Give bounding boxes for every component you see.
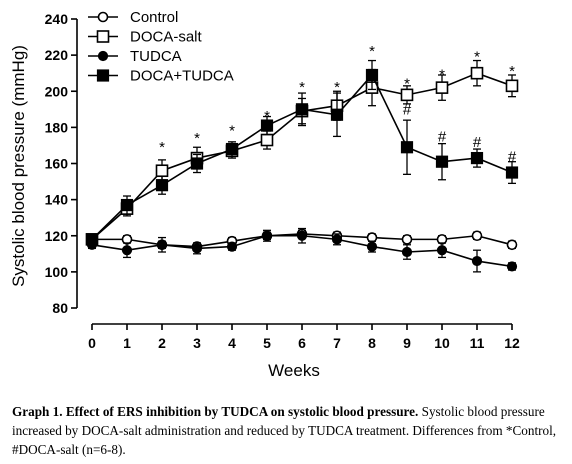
x-tick-label: 11 bbox=[470, 335, 485, 351]
x-tick-label: 1 bbox=[123, 335, 131, 351]
legend-label: DOCA-salt bbox=[130, 29, 203, 46]
series-doca-tudca bbox=[85, 59, 519, 246]
data-point bbox=[260, 133, 274, 147]
data-point bbox=[435, 81, 449, 94]
data-point bbox=[505, 79, 519, 93]
data-point bbox=[400, 141, 414, 154]
annotation-hash: # bbox=[508, 148, 517, 165]
annotation-asterisk: * bbox=[264, 108, 270, 125]
y-tick-label: 120 bbox=[45, 228, 69, 244]
data-point bbox=[260, 119, 274, 132]
y-tick-label: 180 bbox=[45, 119, 69, 135]
data-point bbox=[155, 179, 169, 192]
data-point bbox=[225, 142, 239, 156]
data-point bbox=[120, 198, 134, 212]
x-tick-label: 8 bbox=[368, 335, 376, 351]
data-point bbox=[156, 239, 168, 250]
y-tick-label: 100 bbox=[45, 264, 69, 280]
annotation-hash: # bbox=[438, 128, 447, 145]
legend-label: DOCA+TUDCA bbox=[130, 68, 234, 85]
legend-item: TUDCA bbox=[88, 48, 182, 65]
data-point bbox=[226, 241, 238, 252]
data-point bbox=[470, 66, 484, 80]
annotation-asterisk: * bbox=[369, 43, 375, 60]
annotation-asterisk: * bbox=[299, 79, 305, 96]
caption-text: Systolic blood pressure increased by DOC… bbox=[12, 404, 557, 457]
x-tick-label: 4 bbox=[228, 335, 236, 351]
data-point bbox=[191, 243, 203, 254]
x-tick-label: 5 bbox=[263, 335, 271, 351]
figure-caption: Graph 1. Effect of ERS inhibition by TUD… bbox=[12, 402, 567, 459]
data-point bbox=[366, 241, 378, 252]
significance-annotations: * * * * * * * * # * # * # * # bbox=[159, 43, 517, 165]
legend-item: Control bbox=[88, 9, 178, 26]
data-point bbox=[401, 246, 413, 258]
x-tick-label: 9 bbox=[403, 335, 411, 351]
data-point bbox=[85, 233, 99, 246]
y-axis-title: Systolic blood pressure (mmHg) bbox=[9, 45, 28, 287]
legend-marker bbox=[97, 50, 109, 62]
legend-item: DOCA+TUDCA bbox=[88, 68, 234, 85]
data-point bbox=[506, 239, 518, 251]
series-tudca bbox=[86, 227, 518, 273]
annotation-asterisk: * bbox=[229, 123, 235, 140]
data-point bbox=[121, 245, 133, 256]
chart-series bbox=[85, 59, 519, 273]
legend-item: DOCA-salt bbox=[88, 29, 203, 46]
y-tick-label: 200 bbox=[45, 83, 69, 99]
data-point bbox=[436, 245, 448, 256]
chart-legend: Control DOCA-salt TUDCA DOCA+TUDCA bbox=[88, 9, 234, 85]
data-point bbox=[470, 151, 484, 165]
data-point bbox=[295, 103, 309, 116]
annotation-hash: # bbox=[473, 134, 482, 151]
data-point bbox=[330, 108, 344, 121]
y-tick-label: 80 bbox=[52, 300, 68, 316]
x-tick-label: 3 bbox=[193, 335, 201, 351]
x-tick-label: 12 bbox=[504, 335, 520, 351]
y-tick-label: 240 bbox=[45, 11, 69, 27]
legend-marker bbox=[96, 30, 110, 43]
data-point bbox=[331, 234, 343, 245]
data-point bbox=[506, 261, 518, 272]
data-point bbox=[261, 230, 273, 241]
x-tick-label: 7 bbox=[333, 335, 341, 351]
y-tick-label: 220 bbox=[45, 47, 69, 63]
annotation-asterisk: * bbox=[474, 49, 480, 66]
data-point bbox=[505, 166, 519, 179]
legend-label: Control bbox=[130, 9, 178, 26]
x-tick-label: 0 bbox=[88, 335, 96, 351]
data-point bbox=[435, 155, 449, 168]
y-tick-label: 160 bbox=[45, 156, 69, 172]
annotation-asterisk: * bbox=[159, 139, 165, 156]
caption-title: Graph 1. Effect of ERS inhibition by TUD… bbox=[12, 404, 419, 419]
legend-marker bbox=[97, 11, 109, 23]
annotation-asterisk: * bbox=[509, 63, 515, 80]
data-point bbox=[471, 255, 483, 267]
data-point bbox=[365, 68, 379, 82]
legend-marker bbox=[96, 69, 110, 82]
annotation-asterisk: * bbox=[404, 76, 410, 93]
data-point bbox=[471, 230, 483, 242]
data-point bbox=[401, 234, 413, 245]
annotation-asterisk: * bbox=[334, 79, 340, 96]
annotation-hash: # bbox=[403, 101, 412, 118]
x-tick-label: 2 bbox=[158, 335, 166, 351]
x-axis-title: Weeks bbox=[268, 361, 320, 380]
x-tick-label: 6 bbox=[298, 335, 306, 351]
data-point bbox=[190, 157, 204, 170]
data-point bbox=[296, 230, 308, 241]
annotation-asterisk: * bbox=[439, 67, 445, 84]
data-point bbox=[155, 164, 169, 178]
data-point bbox=[400, 88, 414, 102]
legend-label: TUDCA bbox=[130, 48, 182, 65]
x-tick-label: 10 bbox=[434, 335, 450, 351]
y-tick-label: 140 bbox=[45, 192, 69, 208]
annotation-asterisk: * bbox=[194, 130, 200, 147]
